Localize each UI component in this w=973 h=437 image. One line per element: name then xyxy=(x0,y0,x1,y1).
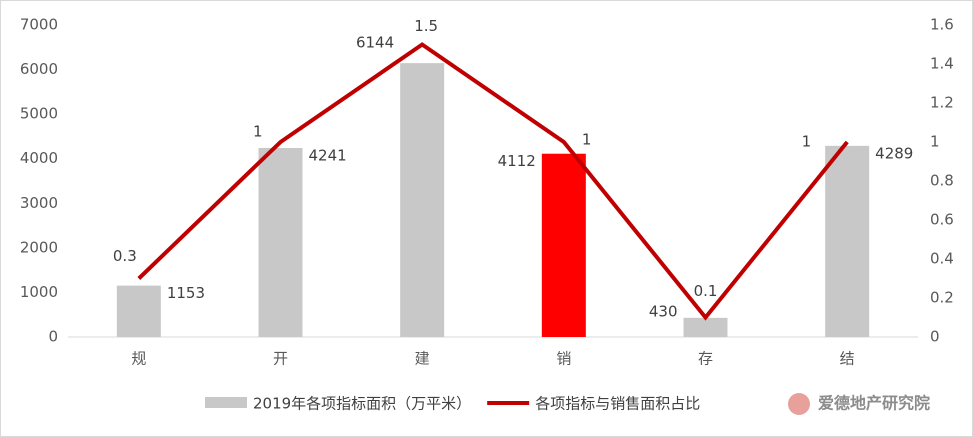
watermark: 爱德地产研究院 xyxy=(818,394,930,413)
line-label: 0.3 xyxy=(113,247,137,265)
x-tick-label: 规 xyxy=(131,350,146,368)
line-label: 1 xyxy=(802,133,812,151)
y-tick-label: 4000 xyxy=(20,149,58,167)
bar xyxy=(258,147,303,337)
bar xyxy=(116,285,161,337)
y2-tick-label: 0.8 xyxy=(930,172,954,190)
line-label: 1.5 xyxy=(414,17,438,35)
x-tick-label: 销 xyxy=(556,350,571,368)
y-tick-label: 7000 xyxy=(20,16,58,34)
watermark-icon xyxy=(788,393,810,415)
y2-tick-label: 1.4 xyxy=(930,55,954,73)
x-tick-label: 存 xyxy=(698,350,713,368)
y2-tick-label: 0 xyxy=(930,328,940,346)
x-tick-label: 开 xyxy=(273,350,288,368)
bar-label: 6144 xyxy=(356,34,394,52)
x-tick-label: 结 xyxy=(840,350,855,368)
y-tick-label: 2000 xyxy=(20,238,58,256)
bar-label: 4289 xyxy=(875,144,913,162)
y-tick-label: 0 xyxy=(48,328,58,346)
legend-label: 各项指标与销售面积占比 xyxy=(535,395,700,413)
y2-tick-label: 0.2 xyxy=(930,289,954,307)
line xyxy=(137,42,849,321)
y-tick-label: 3000 xyxy=(20,194,58,212)
x-tick-label: 建 xyxy=(415,350,430,368)
y2-tick-label: 0.6 xyxy=(930,211,954,229)
bar xyxy=(683,317,728,337)
y2-tick-label: 1.6 xyxy=(930,16,954,34)
line-label: 0.1 xyxy=(694,282,718,300)
bar-label: 4112 xyxy=(498,152,536,170)
y2-tick-label: 0.4 xyxy=(930,250,954,268)
bar xyxy=(400,63,445,338)
bar xyxy=(541,153,586,337)
y2-tick-label: 1.2 xyxy=(930,94,954,112)
y-tick-label: 1000 xyxy=(20,283,58,301)
legend-swatch xyxy=(205,397,247,408)
line-label: 1 xyxy=(253,123,263,141)
bar-label: 1153 xyxy=(167,284,205,302)
y-tick-label: 6000 xyxy=(20,60,58,78)
bar-label: 430 xyxy=(649,302,678,320)
legend-label: 2019年各项指标面积（万平米） xyxy=(253,395,471,413)
y-tick-label: 5000 xyxy=(20,105,58,123)
line-label: 1 xyxy=(582,131,592,149)
y2-tick-label: 1 xyxy=(930,133,940,151)
bar xyxy=(825,145,870,337)
bar-label: 4241 xyxy=(309,146,347,164)
